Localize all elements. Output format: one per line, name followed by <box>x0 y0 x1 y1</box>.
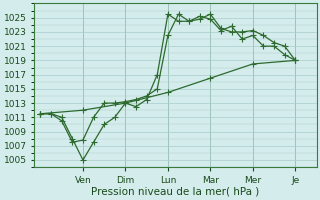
X-axis label: Pression niveau de la mer( hPa ): Pression niveau de la mer( hPa ) <box>91 187 260 197</box>
